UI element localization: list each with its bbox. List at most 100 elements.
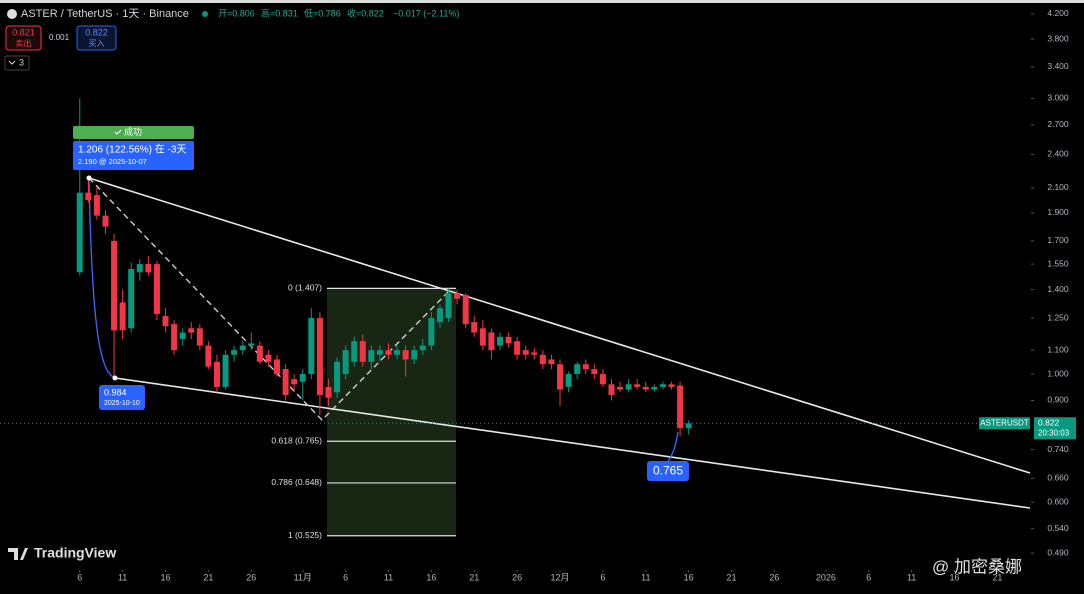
x-tick-label: 16 (426, 572, 436, 582)
candle-body (265, 354, 272, 362)
x-tick-label: 21 (469, 572, 479, 582)
candle-body (634, 384, 641, 387)
candle-body (471, 322, 478, 333)
candle-body (239, 345, 246, 351)
x-tick-label: 11 (907, 572, 916, 582)
x-tick-label: 6 (77, 572, 82, 582)
target-box (647, 461, 689, 481)
anchor-point (86, 175, 92, 181)
fib-label: 0 (1.407) (288, 283, 322, 293)
candle-body (93, 195, 100, 216)
candle-body (299, 374, 306, 382)
candle-body (531, 352, 538, 355)
candle-body (668, 384, 675, 387)
x-tick-label: 2026 (816, 572, 836, 582)
y-tick-label: 0.490 (1047, 547, 1069, 557)
candle-body (334, 361, 341, 393)
candle-body (428, 318, 435, 346)
spread: 0.001 (49, 33, 70, 42)
buy-button[interactable] (76, 25, 117, 51)
candle-body (591, 369, 598, 375)
candle-body (539, 354, 546, 365)
candle-body (179, 332, 186, 339)
x-tick-label: 26 (769, 572, 779, 582)
x-tick-label: 11 (118, 572, 127, 582)
low-price: 0.984 (104, 387, 127, 397)
measure-text: 1.206 (122.56%) 在 -3天 (78, 144, 186, 156)
y-tick-label: 1.100 (1047, 344, 1069, 354)
fib-label: 0.786 (0.648) (271, 477, 322, 487)
y-tick-label: 0.660 (1047, 473, 1069, 483)
candle-body (685, 423, 692, 429)
candle-body (599, 374, 606, 385)
candle-body (325, 386, 332, 398)
candle-body (128, 268, 135, 329)
target-curve (667, 431, 679, 462)
price-tag (1034, 417, 1076, 440)
candle-body (608, 384, 615, 395)
y-tick-label: 3.800 (1047, 33, 1069, 43)
candle-body (196, 328, 203, 346)
y-tick-label: 1.400 (1047, 284, 1069, 294)
candle-body (359, 341, 366, 362)
low-box (99, 385, 145, 410)
candle-body (213, 361, 220, 387)
y-tick-label: 0.740 (1047, 444, 1069, 454)
success-badge (73, 126, 194, 139)
y-tick-label: 4.200 (1047, 8, 1069, 18)
candle-body (111, 240, 118, 331)
candle-body (642, 386, 649, 390)
candle-body (351, 341, 358, 362)
fib-label: 1 (0.525) (288, 530, 322, 540)
low-date: 2025-10-10 (104, 400, 140, 407)
measure-curve (88, 177, 116, 379)
candle-body (496, 336, 503, 346)
symbol-logo (7, 9, 17, 19)
y-tick-label: 1.550 (1047, 258, 1069, 268)
candle-body (394, 350, 401, 355)
x-tick-label: 11 (384, 572, 393, 582)
candle-body (368, 350, 375, 362)
candle-body (171, 324, 178, 351)
candle-body (274, 359, 281, 375)
candle-body (548, 359, 555, 365)
y-tick-label: 1.900 (1047, 207, 1069, 217)
candle-body (402, 350, 409, 360)
symbol-title: ASTER / TetherUS · 1天 · Binance (21, 8, 189, 20)
countdown: 20:30:03 (1038, 428, 1070, 437)
candle-body (411, 350, 418, 360)
y-tick-label: 3.000 (1047, 93, 1069, 103)
candle-body (102, 215, 109, 227)
candle-body (651, 386, 658, 390)
candle-body (162, 316, 169, 327)
x-tick-label: 16 (161, 572, 171, 582)
candles (76, 98, 692, 437)
candle-body (248, 343, 255, 346)
candle-body (617, 386, 624, 390)
price-tag-text: 0.822 (1038, 417, 1060, 427)
x-tick-label: 21 (727, 572, 737, 582)
x-tick-label: 6 (600, 572, 605, 582)
candle-body (282, 369, 289, 395)
candle-body (231, 350, 238, 355)
brand: TradingView (34, 545, 116, 561)
candle-body (479, 328, 486, 346)
target-price: 0.765 (653, 464, 683, 478)
ohlc: 低=0.786 (304, 7, 341, 18)
buy-label: 买入 (89, 39, 105, 48)
candle-body (659, 384, 666, 387)
y-tick-label: 0.540 (1047, 523, 1069, 533)
high-point-text: 2.190 @ 2025-10-07 (78, 157, 147, 166)
candle-body (625, 384, 632, 390)
candle-body (76, 192, 83, 273)
indicator-toggle[interactable] (4, 55, 30, 71)
status-dot (202, 11, 208, 17)
measure-box (73, 141, 194, 170)
x-tick-label: 11月 (294, 572, 312, 582)
x-tick-label: 11 (641, 572, 650, 582)
candle-body (376, 350, 383, 355)
y-tick-label: 0.600 (1047, 496, 1069, 506)
sell-button[interactable] (5, 25, 42, 51)
